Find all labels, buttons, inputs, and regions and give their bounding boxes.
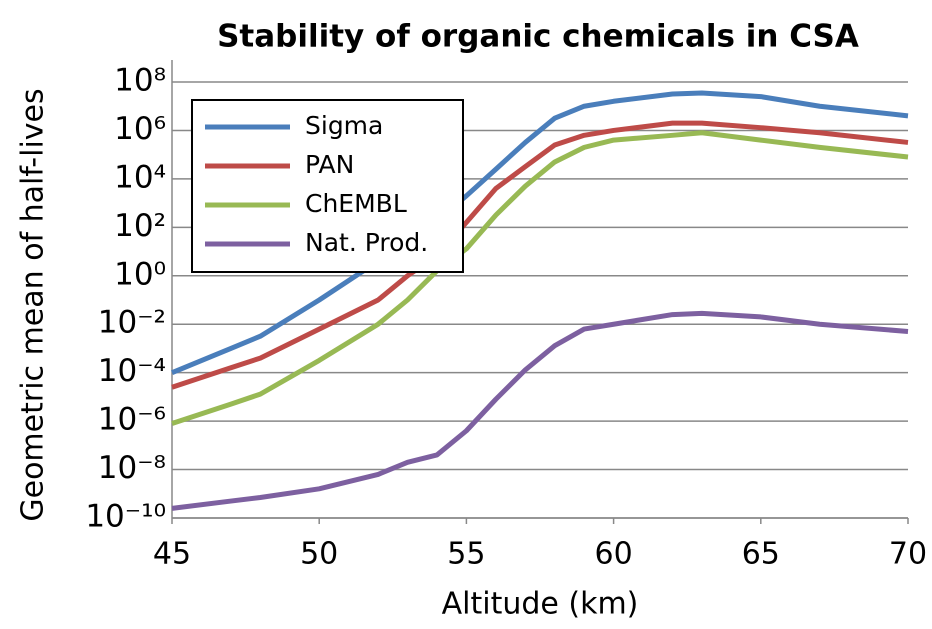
y-tick-label: 10⁻¹⁰	[85, 499, 166, 535]
y-tick-label: 10²	[114, 208, 166, 244]
series-line	[171, 90, 909, 375]
y-tick-label: 10⁻⁶	[98, 402, 166, 438]
y-tick-label: 10⁻⁴	[98, 353, 166, 389]
series-line	[171, 120, 909, 390]
y-tick-label: 10⁶	[114, 111, 166, 147]
legend-label: PAN	[305, 150, 354, 179]
y-axis-label: Geometric mean of half-lives	[16, 88, 51, 521]
chart-title: Stability of organic chemicals in CSA	[217, 19, 859, 55]
x-tick-label: 65	[742, 537, 780, 572]
y-tick-label: 10⁻²	[98, 305, 166, 341]
legend-label: Nat. Prod.	[305, 228, 428, 257]
x-tick-label: 55	[447, 537, 485, 572]
legend-label: Sigma	[305, 111, 383, 140]
x-tick-label: 45	[153, 537, 191, 572]
x-tick-label: 60	[595, 537, 633, 572]
x-axis-label: Altitude (km)	[442, 587, 639, 622]
legend-label: ChEMBL	[305, 189, 407, 218]
y-tick-label: 10⁸	[114, 63, 166, 99]
series-line	[171, 310, 909, 511]
series-line	[171, 130, 909, 426]
x-tick-label: 50	[300, 537, 338, 572]
y-tick-label: 10⁴	[114, 159, 166, 195]
x-tick-label: 70	[889, 537, 927, 572]
y-tick-label: 10⁻⁸	[98, 450, 166, 486]
y-tick-label: 10⁰	[114, 256, 166, 292]
